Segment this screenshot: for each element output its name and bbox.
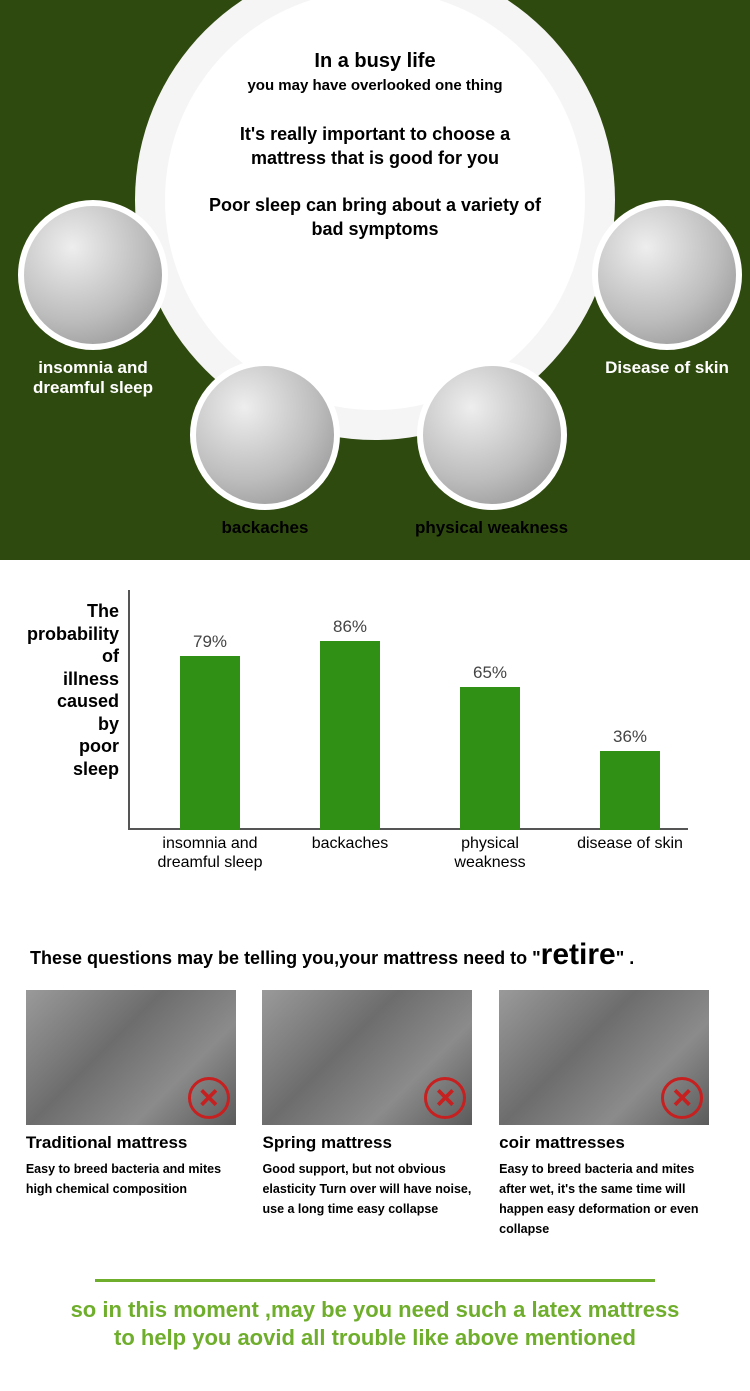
retire-sentence: These questions may be telling you,your … [30,938,720,972]
mattress-cards: × Traditional mattress Easy to breed bacte… [0,990,750,1239]
bar-value-label: 36% [613,727,647,747]
symptom-photo [592,200,742,350]
bar-category-label: insomnia and dreamful sleep [145,834,275,872]
mattress-title: Traditional mattress [26,1133,251,1153]
bar-value-label: 79% [193,632,227,652]
chart-y-axis [128,590,130,830]
bar-column: 86% [285,617,415,830]
bar [320,641,380,830]
mattress-card: × Traditional mattress Easy to breed bacte… [26,990,251,1239]
hero-section: In a busy life you may have overlooked o… [0,0,750,560]
cross-icon: × [661,1077,703,1119]
chart-x-labels: insomnia and dreamful sleep backaches phys… [140,834,700,872]
mattress-thumb: × [26,990,236,1125]
bar-column: 36% [565,727,695,830]
mattress-desc: Good support, but not obvious elasticity… [262,1159,487,1219]
divider-line [95,1279,655,1282]
mattress-thumb: × [499,990,709,1125]
symptom-photo [18,200,168,350]
symptom-label: physical weakness [415,518,568,538]
mattress-card: × Spring mattress Good support, but not ob… [262,990,487,1239]
symptom-label: insomnia and dreamful sleep [8,358,178,398]
hero-title: In a busy life [314,50,435,73]
mattress-title: Spring mattress [262,1133,487,1153]
chart-bars: 79% 86% 65% 36% [140,590,700,830]
symptom-disease-of-skin: Disease of skin [592,200,742,378]
retire-keyword: retire [541,938,616,971]
mattress-card: × coir mattresses Easy to breed bacteria a… [499,990,724,1239]
mattress-thumb: × [262,990,472,1125]
symptom-photo [417,360,567,510]
bar-category-label: backaches [285,834,415,872]
symptom-photo [190,360,340,510]
hero-line-1: It's really important to choose a mattre… [205,122,545,171]
hero-subtitle: you may have overlooked one thing [247,77,502,94]
bar-value-label: 86% [333,617,367,637]
mattress-desc: Easy to breed bacteria and mites after w… [499,1159,724,1239]
bar [460,687,520,830]
bar-value-label: 65% [473,663,507,683]
retire-lead: These questions may be telling you,your … [30,948,541,968]
mattress-title: coir mattresses [499,1133,724,1153]
bar [600,751,660,830]
cross-icon: × [424,1077,466,1119]
cross-icon: × [188,1077,230,1119]
hero-line-2: Poor sleep can bring about a variety of … [205,193,545,242]
probability-bar-chart: Theprobabilityofillnesscausedbypoorsleep… [0,590,750,890]
bar-category-label: physical weakness [425,834,555,872]
bar-column: 79% [145,632,275,830]
symptom-physical-weakness: physical weakness [415,360,568,538]
retire-trail: " . [616,948,635,968]
bar-column: 65% [425,663,555,830]
chart-y-label: Theprobabilityofillnesscausedbypoorsleep [0,600,125,780]
closing-text: so in this moment ,may be you need such … [0,1296,750,1391]
mattress-desc: Easy to breed bacteria and mites high ch… [26,1159,251,1199]
bar-category-label: disease of skin [565,834,695,872]
symptom-label: Disease of skin [605,358,729,378]
symptom-backaches: backaches [190,360,340,538]
symptom-insomnia: insomnia and dreamful sleep [8,200,178,398]
symptom-label: backaches [222,518,309,538]
bar [180,656,240,830]
